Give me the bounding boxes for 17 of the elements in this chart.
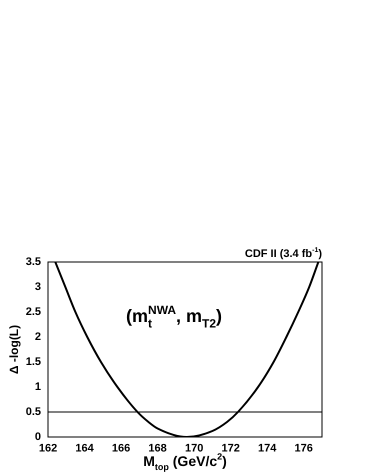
x-tick-label: 168 xyxy=(148,442,167,455)
y-tick-label: 3 xyxy=(34,281,41,294)
x-tick-label: 164 xyxy=(75,442,95,455)
y-tick-label: 3.5 xyxy=(26,256,41,268)
x-tick-label: 176 xyxy=(294,442,313,455)
x-tick-label: 166 xyxy=(112,442,130,455)
x-tick-label: 170 xyxy=(184,442,204,455)
y-tick-label: 0 xyxy=(34,431,41,444)
y-tick-label: 2.5 xyxy=(26,306,41,318)
y-tick-label: 1.5 xyxy=(26,356,41,368)
x-tick-label: 172 xyxy=(221,442,240,455)
x-tick-label: 162 xyxy=(38,442,58,455)
y-tick-label: 2 xyxy=(34,331,41,344)
y-tick-label: 0.5 xyxy=(26,406,41,418)
y-tick-label: 1 xyxy=(34,381,41,394)
y-axis-title: Δ -log(L) xyxy=(7,324,21,374)
x-tick-label: 174 xyxy=(258,442,278,455)
